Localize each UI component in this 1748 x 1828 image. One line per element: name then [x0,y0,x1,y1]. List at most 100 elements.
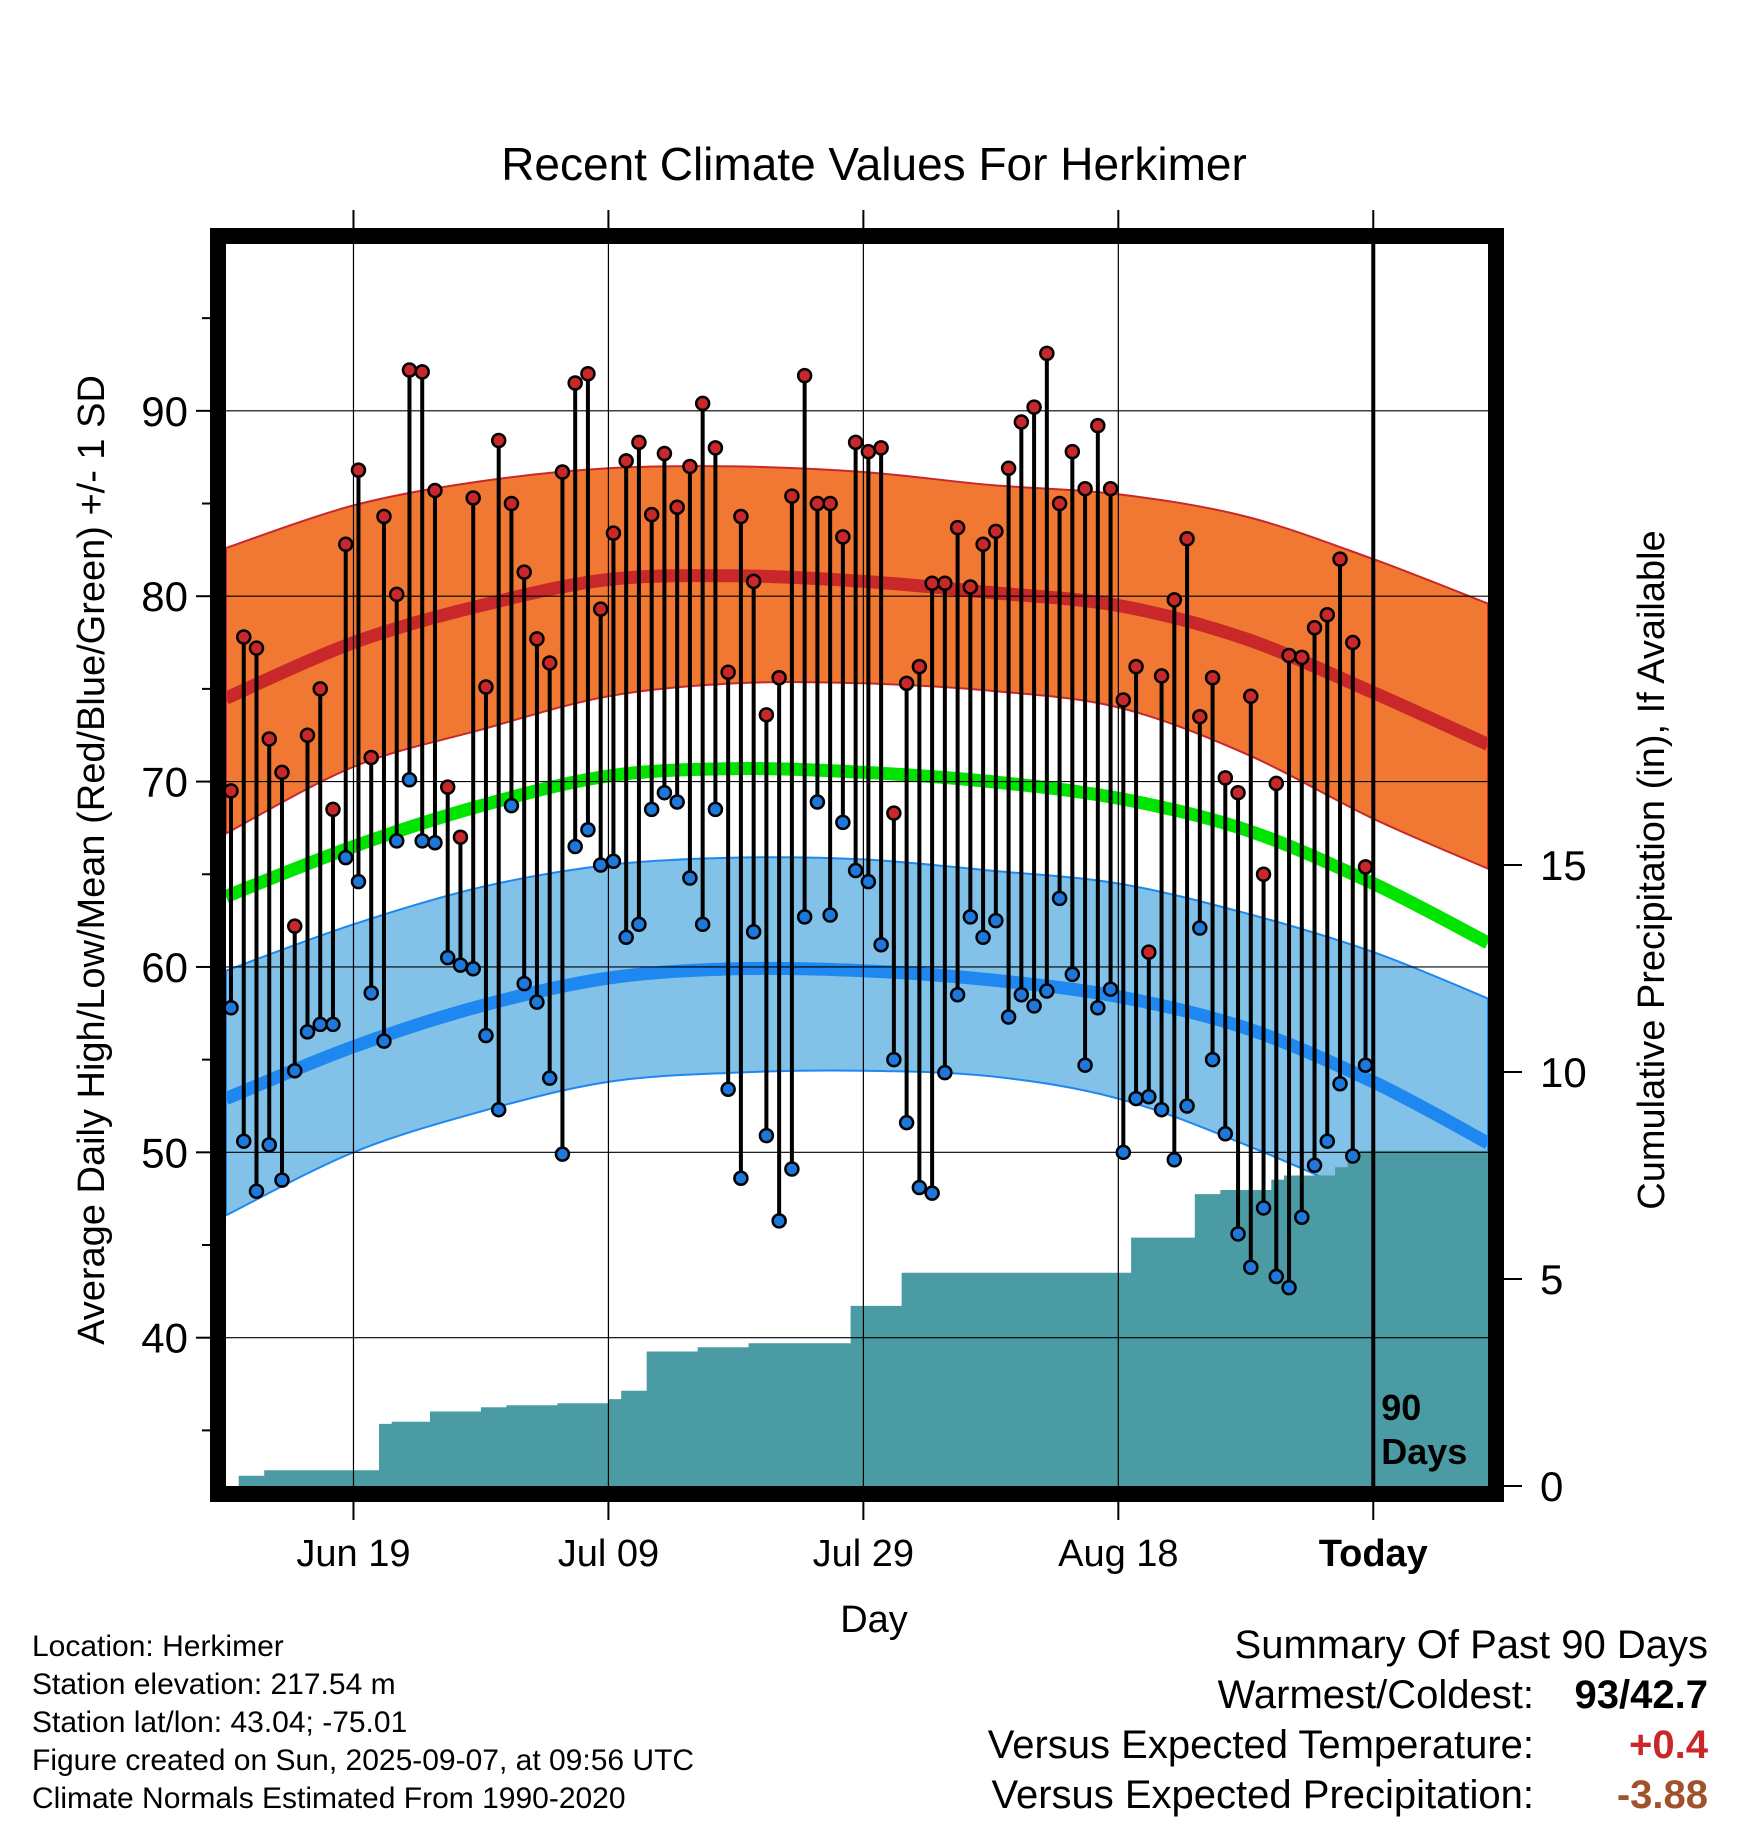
y-axis-label: Average Daily High/Low/Mean (Red/Blue/Gr… [71,375,113,1345]
high-point [796,367,813,384]
low-point [541,1070,558,1086]
high-point [911,658,928,675]
latlon-text: Station lat/lon: 43.04; -75.01 [32,1706,408,1739]
low-point [465,961,481,977]
y2-tick-label: 15 [1540,842,1587,889]
high-point [592,601,609,617]
low-point [350,873,367,890]
high-point [1128,658,1144,675]
high-point [363,749,379,766]
high-point [631,434,647,451]
today-window-label: 90 [1381,1387,1421,1428]
high-point [873,440,889,456]
high-point [962,579,979,595]
low-point [325,1016,341,1033]
high-point [1051,495,1068,512]
high-point [1192,708,1208,725]
low-point [1306,1157,1323,1174]
low-point [758,1127,775,1144]
high-point [274,764,290,781]
high-point [758,707,775,723]
high-point [860,443,877,460]
high-point [248,640,265,656]
low-point [1013,987,1030,1003]
low-point [337,849,354,866]
low-point [261,1137,277,1153]
y-tick-label: 90 [141,388,188,435]
high-point [618,453,634,469]
low-point [516,975,532,992]
high-point [1077,480,1093,497]
low-point [618,929,634,946]
high-point [286,918,303,934]
high-point [847,434,864,451]
y2-tick-label: 0 [1540,1463,1563,1510]
high-point [707,440,724,456]
x-tick-label: Jun 19 [296,1533,410,1575]
y2-tick-label: 5 [1540,1256,1563,1303]
y-tick-label: 70 [141,759,188,806]
high-point [439,779,456,795]
high-point [350,462,367,478]
low-point [286,1063,303,1079]
high-point [949,519,966,536]
low-point [1204,1051,1221,1068]
high-point [694,395,711,412]
high-point [988,523,1004,540]
low-point [924,1185,940,1201]
high-point [1243,688,1259,705]
high-point [1102,480,1119,497]
low-point [1000,1009,1017,1025]
high-point [1064,443,1081,460]
low-point [427,835,443,851]
x-tick-label: Aug 18 [1058,1533,1178,1575]
high-point [809,495,826,512]
high-point [1013,414,1030,430]
low-point [1051,890,1068,907]
high-point [388,586,405,603]
high-point [924,575,940,591]
low-point [1064,966,1081,983]
low-point [784,1161,800,1177]
high-point [580,366,596,382]
high-point [554,464,571,480]
low-point [771,1213,787,1229]
low-point [1319,1133,1336,1149]
high-point [771,670,787,686]
low-point [937,1064,953,1081]
low-point [809,794,826,810]
low-point [1077,1057,1093,1073]
high-point [1255,866,1272,883]
low-point [226,999,239,1016]
low-point [720,1081,736,1098]
y2-axis-label: Cumulative Precipitation (in), If Availa… [1631,530,1673,1209]
low-point [274,1172,290,1188]
low-point [1179,1098,1195,1114]
low-point [1141,1088,1157,1105]
low-point [376,1033,392,1049]
high-point [745,573,762,590]
high-point [478,679,494,695]
x-tick-label: Jul 29 [813,1533,914,1575]
y-tick-label: 80 [141,573,188,620]
low-point [1294,1209,1310,1225]
low-point [822,907,838,923]
low-point [490,1101,507,1118]
low-point [988,912,1004,929]
low-point [886,1051,902,1068]
high-point [898,675,915,692]
low-point [388,833,405,849]
precip-area [226,1150,1488,1486]
warmest-coldest-value: 93/42.7 [1574,1673,1708,1717]
low-point [1281,1279,1297,1296]
low-point [911,1179,928,1196]
low-point [312,1016,328,1033]
high-point [835,529,851,545]
low-point [1255,1200,1272,1216]
low-point [975,929,991,946]
low-point [694,916,711,933]
high-point [1332,551,1348,567]
high-point [226,783,239,799]
